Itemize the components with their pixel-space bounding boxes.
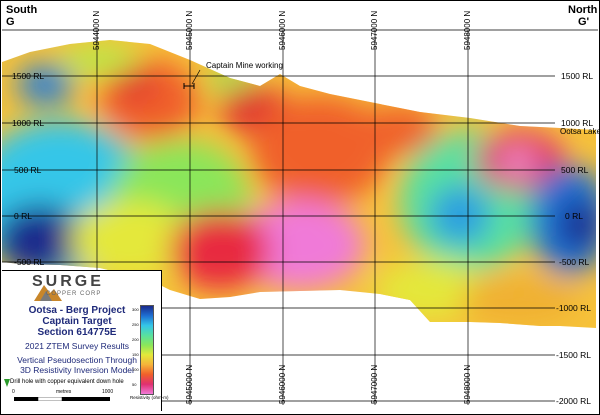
section-end-label: G' xyxy=(578,16,590,28)
rl-right-500: 500 RL xyxy=(561,165,589,175)
colorbar-tick-5: 100 xyxy=(132,367,139,372)
rl-right-minus1500: -1500 RL xyxy=(556,350,591,360)
company-subname: COPPER CORP xyxy=(46,291,102,297)
legend-panel: SURGE COPPER CORP Ootsa - Berg Project C… xyxy=(2,270,169,411)
surge-logo-icon xyxy=(34,285,62,301)
drill-hole-legend: Drill hole with copper equivalent down h… xyxy=(10,379,124,385)
northing-top-3: 5946000 N xyxy=(278,10,287,50)
rl-left-500: 500 RL xyxy=(14,165,42,175)
northing-bottom-5: 5948000 N xyxy=(463,364,472,404)
mine-marker xyxy=(183,69,201,89)
captain-mine-label: Captain Mine working xyxy=(206,61,283,70)
rl-left-1500: 1500 RL xyxy=(12,71,45,81)
legend-desc-2: 3D Resistivity Inversion Model xyxy=(20,365,134,375)
rl-left-minus500: -500 RL xyxy=(14,257,45,267)
scale-unit: metres xyxy=(56,389,72,395)
legend-title-section: Section 614775E xyxy=(37,327,117,338)
northing-top-2: 5945000 N xyxy=(185,10,194,50)
northing-bottom-3: 5946000 N xyxy=(278,364,287,404)
company-name: SURGE xyxy=(32,273,104,290)
grid-lines xyxy=(2,29,598,405)
colorbar-tick-1: 300 xyxy=(132,307,139,312)
resistivity-colorbar xyxy=(140,305,154,395)
legend-desc-1: Vertical Pseudosection Through xyxy=(17,355,137,365)
northing-bottom-2: 5945000 N xyxy=(185,364,194,404)
northing-bottom-4: 5947000 N xyxy=(370,364,379,404)
colorbar-tick-4: 150 xyxy=(132,352,139,357)
section-start-label: G xyxy=(6,16,15,28)
legend-title-project: Ootsa - Berg Project xyxy=(28,305,126,316)
rl-right-0: 0 RL xyxy=(565,211,583,221)
north-label: North xyxy=(568,4,598,16)
scale-zero: 0 xyxy=(12,389,15,395)
legend-title-target: Captain Target xyxy=(42,316,112,327)
drill-hole-icon xyxy=(4,379,10,387)
south-label: South xyxy=(6,4,38,16)
colorbar-label: Resistivity (ohm-m) xyxy=(130,395,169,400)
rl-right-minus2000: -2000 RL xyxy=(556,396,591,406)
colorbar-tick-3: 200 xyxy=(132,337,139,342)
colorbar-tick-6: 50 xyxy=(132,382,137,387)
rl-left-0: 0 RL xyxy=(14,211,32,221)
rl-left-1000: 1000 RL xyxy=(12,118,45,128)
rl-right-minus1000: -1000 RL xyxy=(556,303,591,313)
legend-survey: 2021 ZTEM Survey Results xyxy=(25,341,129,351)
northing-top-1: 5944000 N xyxy=(92,10,101,50)
rl-right-minus500: -500 RL xyxy=(559,257,590,267)
rl-right-1500: 1500 RL xyxy=(561,71,594,81)
rl-right-1000: 1000 RL xyxy=(561,118,594,128)
scale-bar: 0 metres 1000 xyxy=(12,389,113,401)
ootsa-lake-label: Ootsa Lake xyxy=(560,127,600,136)
colorbar-tick-2: 250 xyxy=(132,322,139,327)
northing-top-5: 5948000 N xyxy=(463,10,472,50)
northing-top-4: 5947000 N xyxy=(370,10,379,50)
scale-max: 1000 xyxy=(102,389,114,395)
